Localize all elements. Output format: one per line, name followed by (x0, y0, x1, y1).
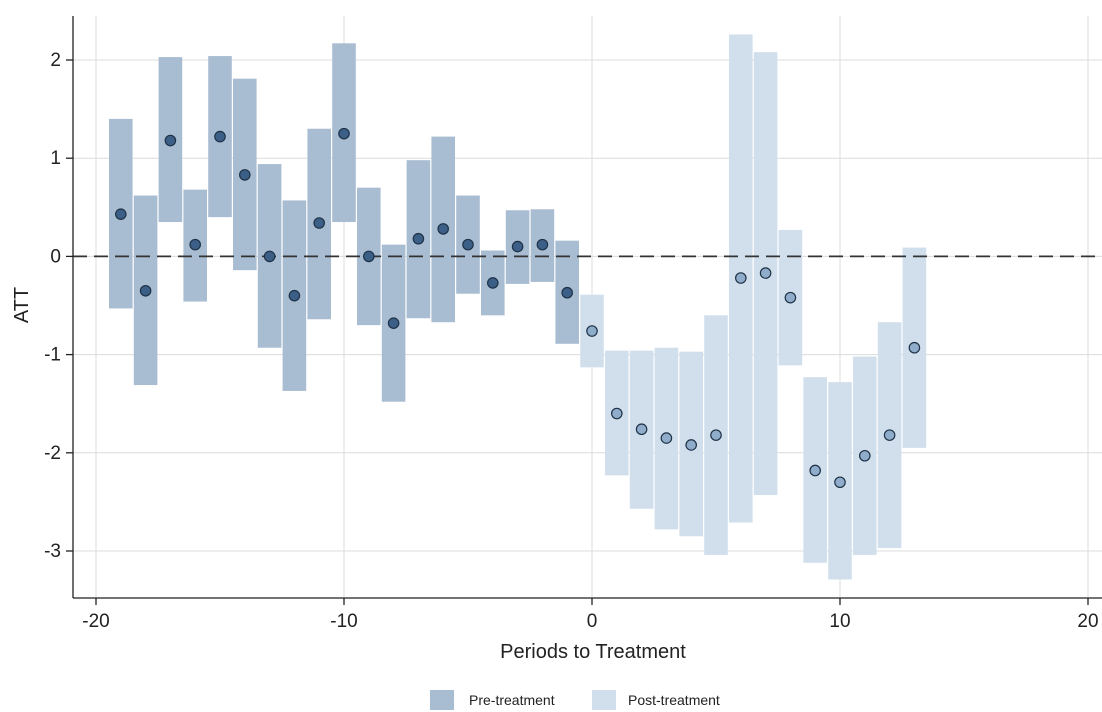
point-estimate-pre (189, 238, 201, 251)
confidence-bars (109, 34, 927, 580)
point-estimate-post (883, 429, 896, 441)
y-axis-title: ATT (11, 287, 33, 323)
legend-swatch-pre-treatment (430, 690, 454, 710)
point-estimates (115, 127, 921, 489)
point-estimate-pre (462, 238, 474, 251)
legend-label-post-treatment: Post-treatment (628, 692, 720, 708)
x-tick-label: -20 (82, 611, 109, 632)
point-estimate-post (908, 341, 921, 354)
legend-swatch-post-treatment (592, 690, 616, 710)
y-tick-label: -2 (44, 443, 61, 464)
point-estimate-pre (536, 238, 549, 251)
point-estimate-post (586, 325, 598, 337)
point-estimate-pre (115, 208, 127, 220)
point-estimate-post (660, 432, 673, 444)
point-estimate-post (685, 439, 697, 451)
y-tick-label: -3 (44, 541, 61, 562)
point-estimate-post (759, 267, 772, 279)
point-estimate-pre (164, 134, 177, 147)
legend: Pre-treatment Post-treatment (430, 690, 720, 710)
point-estimate-pre (288, 289, 301, 302)
point-estimate-pre (313, 217, 325, 229)
point-estimate-post (834, 476, 846, 489)
point-estimate-pre (412, 232, 425, 245)
point-estimate-post (809, 464, 821, 477)
point-estimate-post (858, 449, 871, 462)
point-estimate-post (610, 407, 623, 420)
x-tick-label: -10 (330, 611, 357, 632)
point-estimate-pre (387, 317, 400, 329)
y-tick-label: 1 (50, 148, 61, 169)
point-estimate-pre (338, 127, 350, 140)
legend-label-pre-treatment: Pre-treatment (469, 692, 555, 708)
point-estimate-post (784, 291, 797, 304)
point-estimate-pre (139, 284, 152, 297)
point-estimate-pre (561, 286, 573, 299)
point-estimate-pre (511, 240, 524, 253)
point-estimate-post (635, 423, 648, 436)
axes: 210-1-2-3-20 -10 0 10 20 (44, 16, 1102, 632)
point-estimate-pre (486, 277, 499, 289)
point-estimate-pre (263, 250, 276, 263)
x-tick-label: 10 (829, 611, 850, 632)
point-estimate-pre (239, 169, 251, 181)
x-tick-label: 20 (1077, 611, 1098, 632)
x-axis-title: Periods to Treatment (500, 641, 686, 663)
point-estimate-post (710, 429, 722, 441)
y-tick-label: 2 (50, 50, 61, 71)
y-tick-label: -1 (44, 345, 61, 366)
point-estimate-pre (362, 250, 375, 263)
point-estimate-pre (437, 223, 449, 235)
x-tick-label: 0 (587, 611, 598, 632)
y-tick-label: 0 (50, 246, 61, 267)
point-estimate-post (734, 272, 747, 284)
point-estimate-pre (214, 130, 226, 143)
